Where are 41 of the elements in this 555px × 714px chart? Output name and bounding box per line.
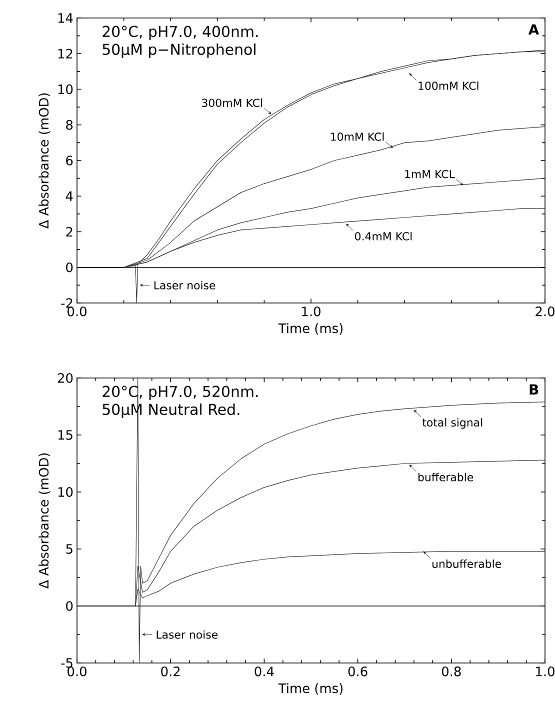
x-tick-label: 0.8 <box>442 666 461 676</box>
x-tick-label: 0.0 <box>68 306 86 316</box>
x-tick-label: 1.0 <box>302 306 320 316</box>
x-tick-label: 0.0 <box>68 666 86 676</box>
y-tick-label: 20 <box>58 373 73 383</box>
y-tick-label: 2 <box>66 226 72 237</box>
annotation: total signal <box>422 418 482 429</box>
annotation: Laser noise <box>156 630 218 639</box>
x-tick-label: 0.6 <box>348 666 368 676</box>
annotation: unbufferable <box>432 559 501 568</box>
y-tick-label: 14 <box>58 13 73 23</box>
y-tick-label: 0 <box>66 262 73 272</box>
text: 50μM p−Nitrophenol <box>102 43 256 58</box>
y-tick-label: 10 <box>58 487 73 497</box>
y-tick-label: 10 <box>58 84 73 94</box>
y-tick-label: 6 <box>66 156 73 166</box>
annotation: 300mM KCl <box>202 98 262 107</box>
x-axis-title: Time (ms) <box>278 683 343 695</box>
annotation: B <box>530 384 538 395</box>
x-tick-label: 0.4 <box>254 666 274 676</box>
y-tick-label: 4 <box>66 191 73 201</box>
y-tick-label: 12 <box>58 48 72 58</box>
annotation: Laser noise <box>154 280 216 290</box>
y-tick-label: -5 <box>61 658 72 668</box>
y-tick-label: 0 <box>66 601 73 611</box>
annotation: 10mM KCl <box>331 132 384 141</box>
chart-title: 20°C, pH7.0, 400nm. <box>102 26 258 40</box>
x-tick-label: 1.0 <box>536 666 554 676</box>
y-tick-label: 8 <box>66 120 73 130</box>
annotation: 1mM KCL <box>405 170 455 178</box>
annotation: 0.4mM KCl <box>355 232 412 240</box>
x-tick-label: 0.2 <box>161 666 180 676</box>
x-axis-title: Time (ms) <box>278 323 343 335</box>
y-axis-title: Δ Absorbance (mOD) <box>38 93 50 229</box>
y-tick-label: 5 <box>66 544 72 554</box>
y-axis-title: Δ Absorbance (mOD) <box>38 453 50 589</box>
annotation: bufferable <box>418 472 474 482</box>
y-tick-label: 15 <box>58 430 72 440</box>
x-tick-label: 2.0 <box>536 306 554 316</box>
annotation: 100mM KCl <box>418 81 478 90</box>
annotation: A <box>528 24 540 35</box>
